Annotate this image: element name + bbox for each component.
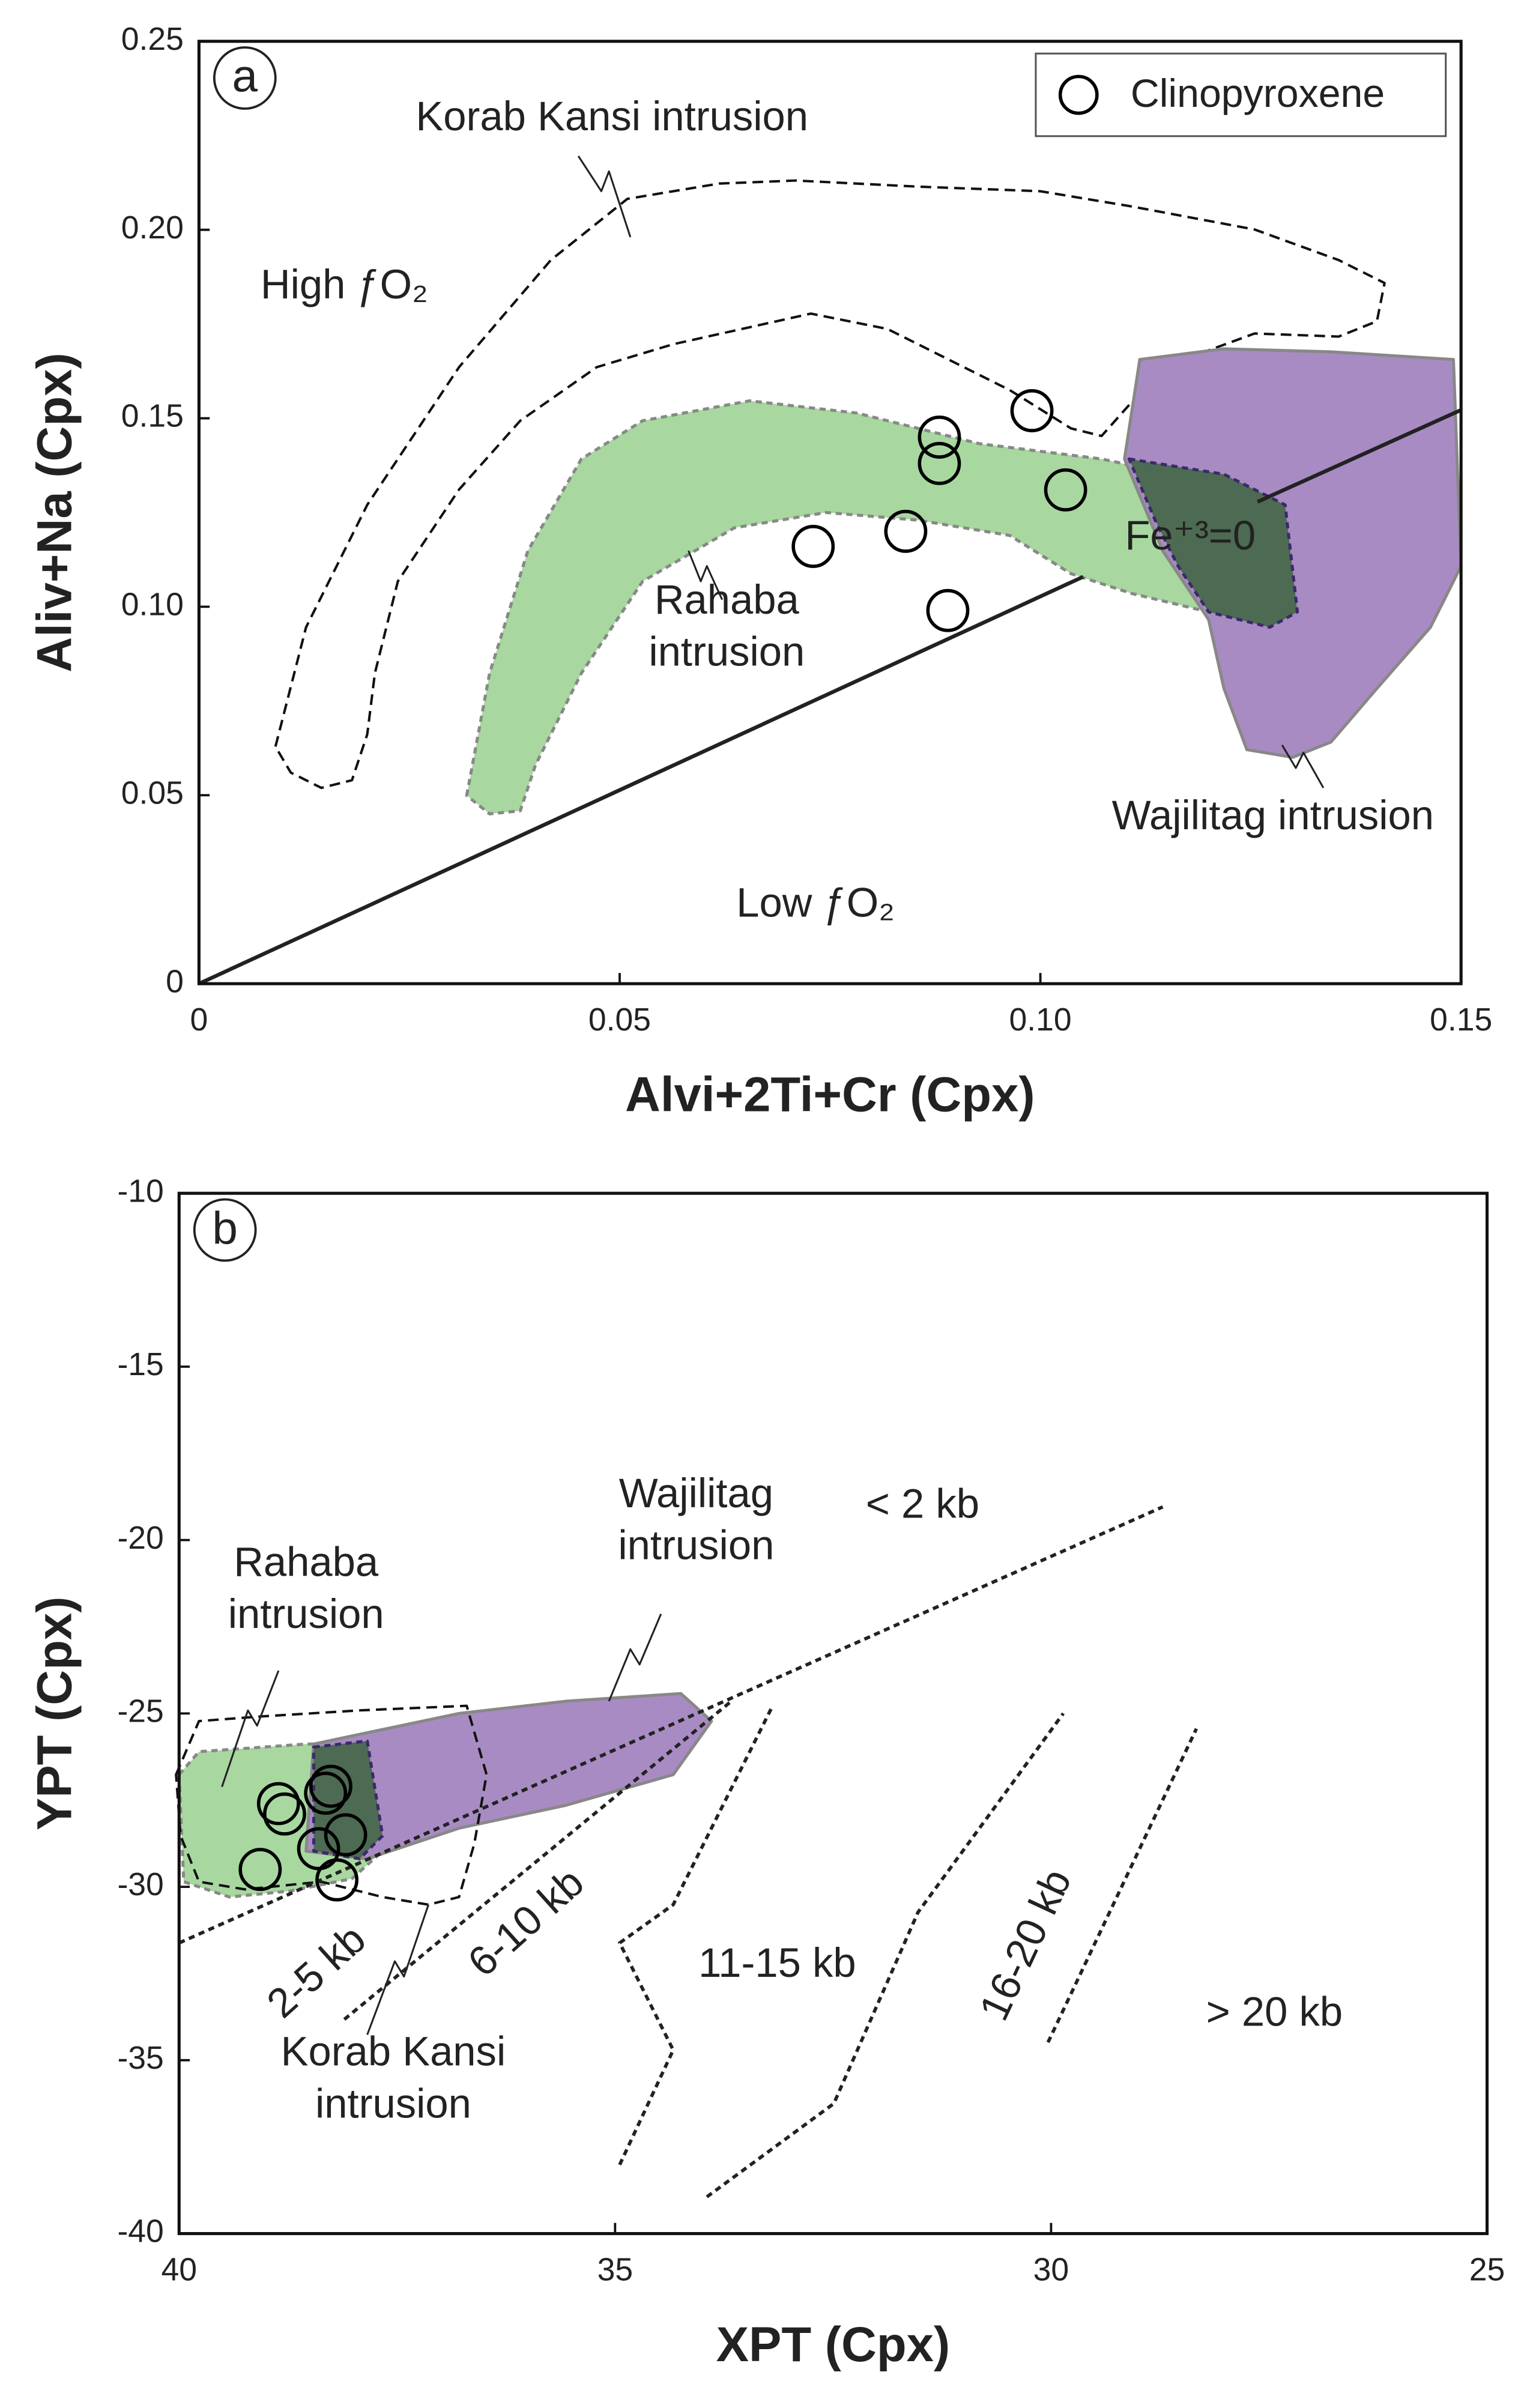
data-point: [926, 588, 970, 632]
annotation-text: Low ƒO₂: [736, 879, 895, 925]
annotation-text: intrusion: [315, 2080, 471, 2126]
panel-b-regions: [175, 1505, 1198, 2198]
data-point: [238, 1848, 282, 1892]
data-point: [791, 525, 835, 568]
x-tick-label: 0.10: [1009, 1002, 1072, 1038]
pressure-boundary: [618, 1705, 775, 2166]
y-axis-title: YPT (Cpx): [28, 1597, 82, 1830]
y-tick-label: -15: [117, 1347, 163, 1382]
y-tick-label: -25: [117, 1693, 163, 1729]
annotation: < 2 kb: [866, 1481, 979, 1527]
annotation: 11-15 kb: [698, 1940, 856, 1986]
annotation-text: < 2 kb: [866, 1481, 979, 1527]
annotation: Fe⁺³=0: [1125, 512, 1256, 558]
data-point: [1044, 468, 1087, 512]
x-axis-title: XPT (Cpx): [716, 2317, 950, 2372]
pressure-boundary: [1046, 1728, 1198, 2043]
overlap-field: [1127, 457, 1299, 629]
y-tick-label: -40: [117, 2214, 163, 2249]
panel-label: a: [232, 51, 258, 102]
x-tick-label: 40: [161, 2252, 197, 2287]
data-point: [324, 1813, 367, 1857]
leader: [608, 1614, 662, 1702]
x-tick-label: 0.15: [1430, 1002, 1492, 1038]
y-tick-label: -10: [117, 1173, 163, 1209]
leader: [1281, 744, 1325, 788]
annotation: > 20 kb: [1206, 1988, 1343, 2034]
leader: [221, 1670, 280, 1788]
x-tick-label: 0: [190, 1002, 208, 1038]
annotation: Low ƒO₂: [736, 879, 895, 925]
legend-box: [1035, 52, 1447, 138]
data-point: [918, 415, 961, 459]
annotation: Korab Kansi intrusion: [281, 2028, 506, 2127]
annotation: High ƒO₂: [261, 261, 428, 307]
annotation: Wajilitag intrusion: [618, 1470, 774, 1569]
leader: [366, 1904, 429, 2035]
y-tick-label: -20: [117, 1520, 163, 1556]
panel-a-regions: [198, 156, 1463, 986]
x-tick-label: 0.05: [588, 1002, 651, 1038]
annotation: Wajilitag intrusion: [1112, 792, 1434, 838]
pressure-boundary: [343, 1699, 733, 2021]
legend-label: Clinopyroxene: [1131, 71, 1385, 116]
plot-frame: [177, 1191, 1489, 2236]
y-tick-label: 0.25: [121, 22, 184, 57]
y-axis-title: Aliv+Na (Cpx): [28, 352, 82, 672]
annotation-text: High ƒO₂: [261, 261, 428, 307]
y-tick-label: -35: [117, 2040, 163, 2076]
pressure-boundary: [178, 1505, 1164, 1945]
annotation-text: intrusion: [649, 629, 805, 675]
data-point: [315, 1858, 359, 1902]
data-point: [304, 1771, 348, 1815]
y-tick-label: 0.10: [121, 587, 184, 623]
y-tick-label: -30: [117, 1867, 163, 1902]
annotation-text: Wajilitag intrusion: [1112, 792, 1434, 838]
x-tick-label: 25: [1469, 2252, 1505, 2287]
data-point: [256, 1782, 300, 1826]
data-point: [309, 1764, 352, 1808]
y-tick-label: 0: [166, 964, 184, 999]
annotation-text: intrusion: [228, 1591, 384, 1637]
x-axis-title: Alvi+2Ti+Cr (Cpx): [625, 1068, 1035, 1122]
annotation-text: Korab Kansi: [281, 2028, 506, 2075]
panel-badge: [193, 1198, 257, 1262]
legend-marker: [1058, 74, 1099, 115]
annotation: Rahaba intrusion: [228, 1538, 384, 1637]
korab-kansi-field: [175, 1704, 488, 1906]
annotation-text: Rahaba: [234, 1538, 379, 1585]
annotation-text: Fe⁺³=0: [1125, 512, 1256, 558]
annotation-text: > 20 kb: [1206, 1988, 1343, 2034]
y-tick-label: 0.15: [121, 399, 184, 434]
x-tick-label: 30: [1033, 2252, 1069, 2287]
leader: [688, 550, 724, 600]
fe3-zero-line: [198, 575, 1084, 986]
data-point: [263, 1792, 306, 1836]
y-tick-label: 0.20: [121, 210, 184, 246]
annotation: Korab Kansi intrusion: [416, 93, 808, 139]
annotation-text: Korab Kansi intrusion: [416, 93, 808, 139]
data-point: [884, 509, 928, 553]
panel-label: b: [212, 1203, 238, 1254]
data-point: [918, 441, 961, 485]
annotation: Rahaba intrusion: [649, 576, 805, 675]
annotation-text: Wajilitag: [619, 1470, 773, 1516]
annotation-text: intrusion: [618, 1522, 774, 1568]
annotation-text: 11-15 kb: [698, 1940, 856, 1986]
plot-frame: [197, 40, 1463, 985]
y-tick-label: 0.05: [121, 775, 184, 811]
pressure-boundary: [706, 1712, 1065, 2198]
annotation-text: Rahaba: [655, 576, 800, 623]
leader: [577, 156, 632, 238]
data-point: [1010, 389, 1054, 432]
wajilitag-field: [1123, 347, 1463, 759]
fe3-zero-line: [1257, 408, 1462, 504]
panel-badge: [213, 46, 277, 110]
x-tick-label: 35: [597, 2252, 633, 2287]
